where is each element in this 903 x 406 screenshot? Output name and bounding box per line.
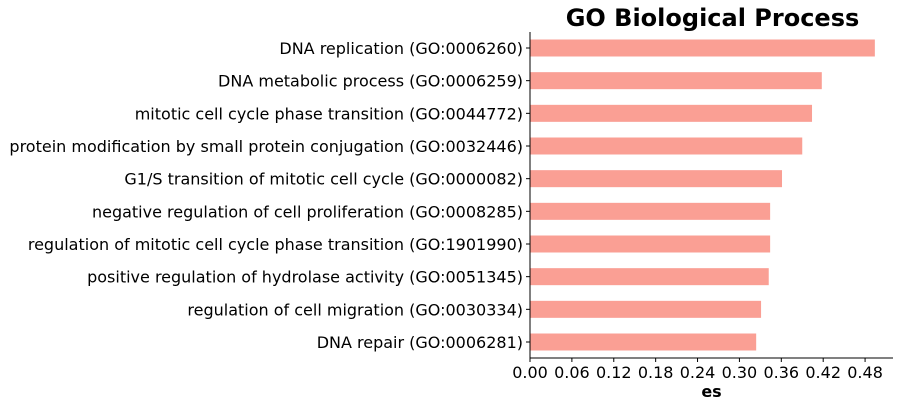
chart-title: GO Biological Process — [566, 4, 860, 32]
x-axis-label: es — [701, 382, 721, 401]
bar — [530, 235, 771, 253]
bar — [530, 268, 769, 286]
bar — [530, 39, 875, 57]
category-label: G1/S transition of mitotic cell cycle (G… — [124, 170, 523, 189]
x-tick-label: 0.48 — [847, 363, 883, 382]
category-label: DNA replication (GO:0006260) — [279, 39, 523, 58]
bar — [530, 137, 803, 155]
x-tick-label: 0.12 — [596, 363, 632, 382]
bar — [530, 202, 771, 220]
category-label: mitotic cell cycle phase transition (GO:… — [135, 104, 523, 123]
bar — [530, 333, 757, 351]
category-label: DNA metabolic process (GO:0006259) — [218, 72, 523, 91]
category-label: positive regulation of hydrolase activit… — [87, 268, 523, 287]
x-tick-label: 0.00 — [512, 363, 548, 382]
category-labels: DNA replication (GO:0006260) DNA metaboli… — [9, 39, 530, 352]
category-label: regulation of mitotic cell cycle phase t… — [28, 235, 523, 254]
x-tick-label: 0.30 — [722, 363, 758, 382]
category-label: protein modification by small protein co… — [9, 137, 523, 156]
bar — [530, 104, 813, 122]
x-tick-label: 0.06 — [554, 363, 590, 382]
bar — [530, 300, 762, 318]
bars-layer — [530, 39, 875, 351]
bar — [530, 170, 783, 188]
category-label: DNA repair (GO:0006281) — [317, 333, 523, 352]
x-tick-label: 0.42 — [805, 363, 841, 382]
bar — [530, 72, 822, 90]
x-tick-label: 0.24 — [680, 363, 716, 382]
x-axis-ticks: 0.00 0.06 0.12 0.18 0.24 0.30 0.36 0.42 0.48 — [512, 358, 883, 382]
x-tick-label: 0.36 — [763, 363, 799, 382]
category-label: negative regulation of cell proliferatio… — [92, 202, 523, 221]
category-label: regulation of cell migration (GO:0030334… — [187, 300, 523, 319]
x-tick-label: 0.18 — [638, 363, 674, 382]
